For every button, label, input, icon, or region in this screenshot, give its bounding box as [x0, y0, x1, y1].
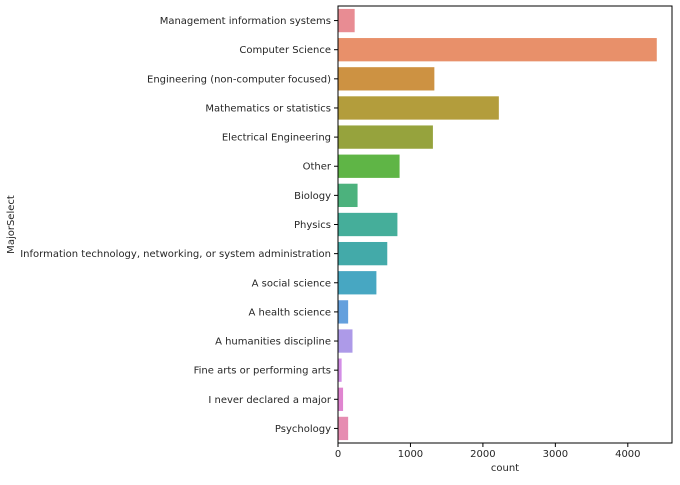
y-tick-label: A health science: [249, 307, 331, 318]
x-tick-label: 1000: [398, 449, 423, 460]
bar: [338, 271, 377, 295]
bar: [338, 38, 657, 62]
x-ticks-group: 0 1000 2000 3000 4000: [335, 443, 641, 460]
x-axis-label: count: [491, 463, 519, 474]
bar: [338, 358, 342, 382]
bar: [338, 329, 353, 353]
category-labels-group: Management information systems Computer S…: [20, 16, 338, 435]
y-tick-label: A social science: [252, 278, 331, 289]
y-tick-label: Electrical Engineering: [222, 133, 331, 144]
bar: [338, 241, 388, 266]
bars-group: [338, 8, 657, 441]
y-tick-label: Physics: [294, 220, 331, 231]
x-tick-label: 3000: [543, 449, 568, 460]
bar: [338, 183, 358, 208]
bar: [338, 8, 355, 33]
y-tick-label: Engineering (non-computer focused): [147, 74, 331, 85]
bar: [338, 67, 435, 91]
bar: [338, 96, 499, 120]
x-tick-label: 2000: [470, 449, 495, 460]
bar: [338, 154, 400, 178]
x-tick-label: 0: [335, 449, 341, 460]
y-tick-label: A humanities discipline: [215, 337, 331, 348]
y-tick-label: Computer Science: [239, 45, 331, 56]
bar: [338, 212, 398, 237]
y-tick-label: I never declared a major: [208, 395, 332, 406]
y-tick-label: Biology: [294, 191, 331, 202]
bar: [338, 125, 433, 149]
bar: [338, 387, 344, 411]
y-tick-label: Other: [303, 162, 332, 173]
y-tick-label: Fine arts or performing arts: [194, 366, 331, 377]
bar: [338, 416, 349, 441]
bar: [338, 300, 349, 324]
y-tick-label: Psychology: [275, 424, 331, 435]
y-tick-label: Mathematics or statistics: [205, 103, 331, 114]
y-tick-label: Information technology, networking, or s…: [20, 249, 331, 260]
plot-frame: [337, 5, 673, 444]
y-tick-label: Management information systems: [160, 16, 331, 27]
x-tick-label: 4000: [615, 449, 640, 460]
y-axis-label: MajorSelect: [6, 195, 17, 254]
